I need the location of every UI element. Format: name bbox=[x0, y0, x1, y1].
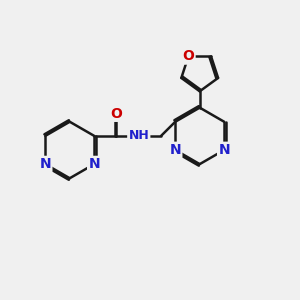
Text: O: O bbox=[111, 106, 122, 121]
Text: N: N bbox=[40, 157, 51, 171]
Text: N: N bbox=[218, 143, 230, 157]
Text: N: N bbox=[88, 157, 100, 171]
Text: N: N bbox=[169, 143, 181, 157]
Text: NH: NH bbox=[128, 129, 149, 142]
Text: O: O bbox=[182, 49, 194, 63]
